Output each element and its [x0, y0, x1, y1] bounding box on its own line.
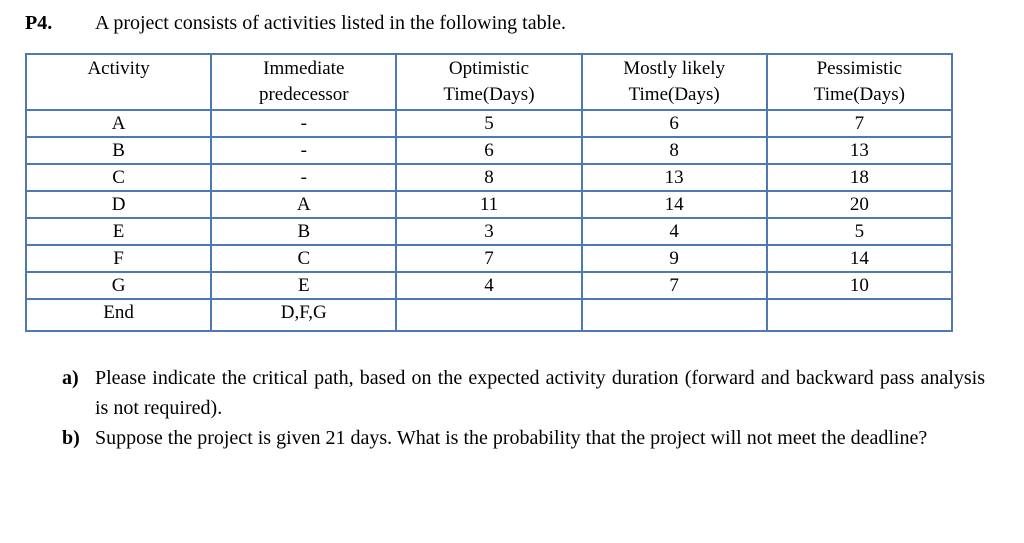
- col-header-line: Time(Days): [628, 84, 720, 105]
- cell-optimistic: [395, 298, 583, 332]
- cell-activity: A: [24, 109, 213, 138]
- question-text: Suppose the project is given 21 days. Wh…: [95, 427, 928, 449]
- cell-activity: C: [24, 163, 213, 192]
- cell-pessimistic: 13: [765, 136, 954, 165]
- cell-optimistic: 6: [395, 136, 583, 165]
- col-header-line: Activity: [87, 58, 150, 79]
- question-b: b) Suppose the project is given 21 days.…: [62, 423, 985, 453]
- cell-pessimistic: 20: [765, 190, 954, 219]
- col-header-line: Immediate: [263, 58, 345, 79]
- activity-table: Activity Immediate predecessor Optimisti…: [24, 53, 954, 332]
- col-header-line: Time(Days): [443, 84, 535, 105]
- cell-predecessor: -: [210, 109, 398, 138]
- col-header-line: Pessimistic: [816, 58, 903, 79]
- cell-most-likely: 8: [580, 136, 768, 165]
- cell-optimistic: 4: [395, 271, 583, 300]
- cell-activity: B: [24, 136, 213, 165]
- cell-predecessor: -: [210, 163, 398, 192]
- table-row: A - 5 6 7: [24, 109, 954, 138]
- cell-pessimistic: 7: [765, 109, 954, 138]
- cell-predecessor: -: [210, 136, 398, 165]
- cell-activity: F: [24, 244, 213, 273]
- cell-activity: E: [24, 217, 213, 246]
- cell-most-likely: 7: [580, 271, 768, 300]
- cell-pessimistic: 10: [765, 271, 954, 300]
- problem-intro: A project consists of activities listed …: [95, 12, 567, 34]
- col-header-line: Time(Days): [813, 84, 905, 105]
- cell-pessimistic: 5: [765, 217, 954, 246]
- activity-table-body: A - 5 6 7 B - 6 8 13 C - 8 13 18 D: [24, 109, 954, 332]
- cell-predecessor: D,F,G: [210, 298, 398, 332]
- table-row-end: End D,F,G: [24, 298, 954, 332]
- cell-predecessor: C: [210, 244, 398, 273]
- cell-most-likely: 14: [580, 190, 768, 219]
- col-header-line: Mostly likely: [623, 58, 726, 79]
- problem-header: P4. A project consists of activities lis…: [25, 10, 1024, 36]
- document-page: P4. A project consists of activities lis…: [0, 10, 1024, 543]
- problem-number: P4.: [25, 12, 53, 34]
- question-label: a): [62, 367, 79, 389]
- cell-activity: G: [24, 271, 213, 300]
- col-header-activity: Activity: [24, 53, 213, 111]
- cell-activity: End: [24, 298, 213, 332]
- cell-predecessor: E: [210, 271, 398, 300]
- cell-optimistic: 11: [395, 190, 583, 219]
- question-label: b): [62, 427, 80, 449]
- cell-pessimistic: 18: [765, 163, 954, 192]
- questions-section: a) Please indicate the critical path, ba…: [62, 363, 985, 453]
- col-header-most-likely: Mostly likely Time(Days): [580, 53, 768, 111]
- col-header-line: Optimistic: [448, 58, 530, 79]
- col-header-optimistic: Optimistic Time(Days): [395, 53, 583, 111]
- cell-most-likely: 6: [580, 109, 768, 138]
- cell-activity: D: [24, 190, 213, 219]
- cell-most-likely: 13: [580, 163, 768, 192]
- activity-table-header: Activity Immediate predecessor Optimisti…: [24, 53, 954, 111]
- cell-pessimistic: [765, 298, 954, 332]
- cell-optimistic: 8: [395, 163, 583, 192]
- question-a: a) Please indicate the critical path, ba…: [62, 363, 985, 423]
- table-row: G E 4 7 10: [24, 271, 954, 300]
- table-row: F C 7 9 14: [24, 244, 954, 273]
- col-header-line: predecessor: [258, 84, 349, 105]
- table-row: C - 8 13 18: [24, 163, 954, 192]
- col-header-predecessor: Immediate predecessor: [210, 53, 398, 111]
- cell-optimistic: 3: [395, 217, 583, 246]
- table-row: B - 6 8 13: [24, 136, 954, 165]
- cell-optimistic: 7: [395, 244, 583, 273]
- header-row: Activity Immediate predecessor Optimisti…: [24, 53, 954, 111]
- cell-pessimistic: 14: [765, 244, 954, 273]
- question-text: Please indicate the critical path, based…: [95, 367, 985, 419]
- cell-optimistic: 5: [395, 109, 583, 138]
- cell-predecessor: A: [210, 190, 398, 219]
- table-row: E B 3 4 5: [24, 217, 954, 246]
- table-row: D A 11 14 20: [24, 190, 954, 219]
- cell-most-likely: 9: [580, 244, 768, 273]
- cell-most-likely: 4: [580, 217, 768, 246]
- cell-predecessor: B: [210, 217, 398, 246]
- cell-most-likely: [580, 298, 768, 332]
- col-header-pessimistic: Pessimistic Time(Days): [765, 53, 954, 111]
